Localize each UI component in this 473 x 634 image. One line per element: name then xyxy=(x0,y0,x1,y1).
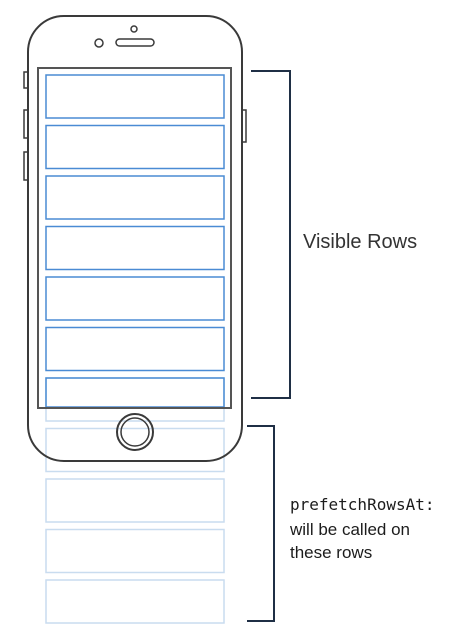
visible-rows xyxy=(45,74,225,408)
prefetch-description-line-3: these rows xyxy=(290,543,372,562)
prefetch-row xyxy=(45,579,225,624)
phone-home-button-outer xyxy=(116,413,154,451)
visible-row xyxy=(45,326,225,372)
visible-row xyxy=(45,74,225,119)
visible-row xyxy=(45,124,225,170)
visible-rows-bracket xyxy=(251,70,291,399)
prefetch-rows xyxy=(45,377,225,624)
prefetch-method-label: prefetchRowsAt: xyxy=(290,495,435,514)
visible-row xyxy=(45,225,225,271)
phone-home-button-inner xyxy=(120,417,150,447)
visible-row xyxy=(45,175,225,220)
visible-rows-label: Visible Rows xyxy=(303,231,417,253)
phone-screen xyxy=(37,67,232,409)
phone-sensor xyxy=(130,25,138,33)
prefetch-row xyxy=(45,528,225,574)
prefetch-rows-bracket xyxy=(247,425,275,622)
prefetch-row xyxy=(45,478,225,523)
phone-power-button xyxy=(241,109,247,143)
prefetch-row xyxy=(45,427,225,473)
visible-row xyxy=(45,276,225,321)
phone-mute-switch xyxy=(23,71,29,89)
phone-body xyxy=(27,15,243,462)
prefetch-description-line-2: will be called on xyxy=(289,520,410,539)
visible-row xyxy=(45,377,225,408)
phone-volume-up-button xyxy=(23,109,29,139)
phone-illustration xyxy=(23,15,247,462)
phone-front-camera xyxy=(94,38,104,48)
phone-volume-down-button xyxy=(23,151,29,181)
phone-speaker xyxy=(115,38,155,47)
